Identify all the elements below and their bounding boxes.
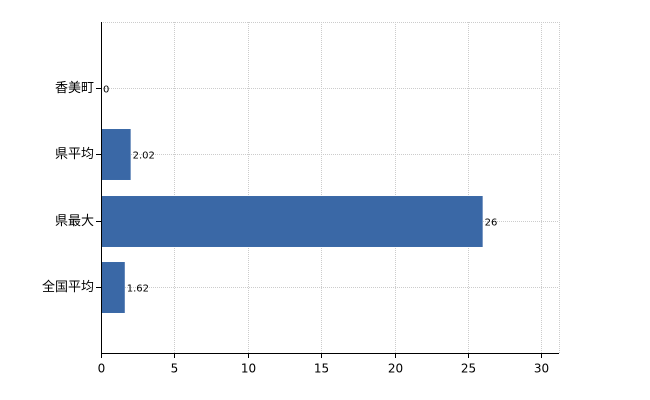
- y-tick-label: 県最大: [55, 214, 94, 229]
- y-tick-label: 県平均: [55, 147, 94, 162]
- bar: [101, 196, 483, 247]
- y-tick-label: 香美町: [55, 81, 94, 96]
- y-tick-label: 全国平均: [42, 279, 94, 295]
- data-label: 26: [485, 218, 498, 229]
- x-tick-label: 30: [534, 362, 549, 376]
- bar: [101, 129, 131, 180]
- x-tick-label: 25: [461, 362, 476, 376]
- x-tick-label: 15: [314, 362, 329, 376]
- x-tick-label: 0: [98, 362, 106, 376]
- x-tick-label: 5: [171, 362, 179, 376]
- data-label: 0: [103, 85, 109, 96]
- bar: [101, 262, 125, 313]
- x-tick-label: 20: [388, 362, 403, 376]
- data-label: 2.02: [133, 151, 155, 162]
- x-tick-label: 10: [241, 362, 256, 376]
- data-label: 1.62: [127, 284, 149, 295]
